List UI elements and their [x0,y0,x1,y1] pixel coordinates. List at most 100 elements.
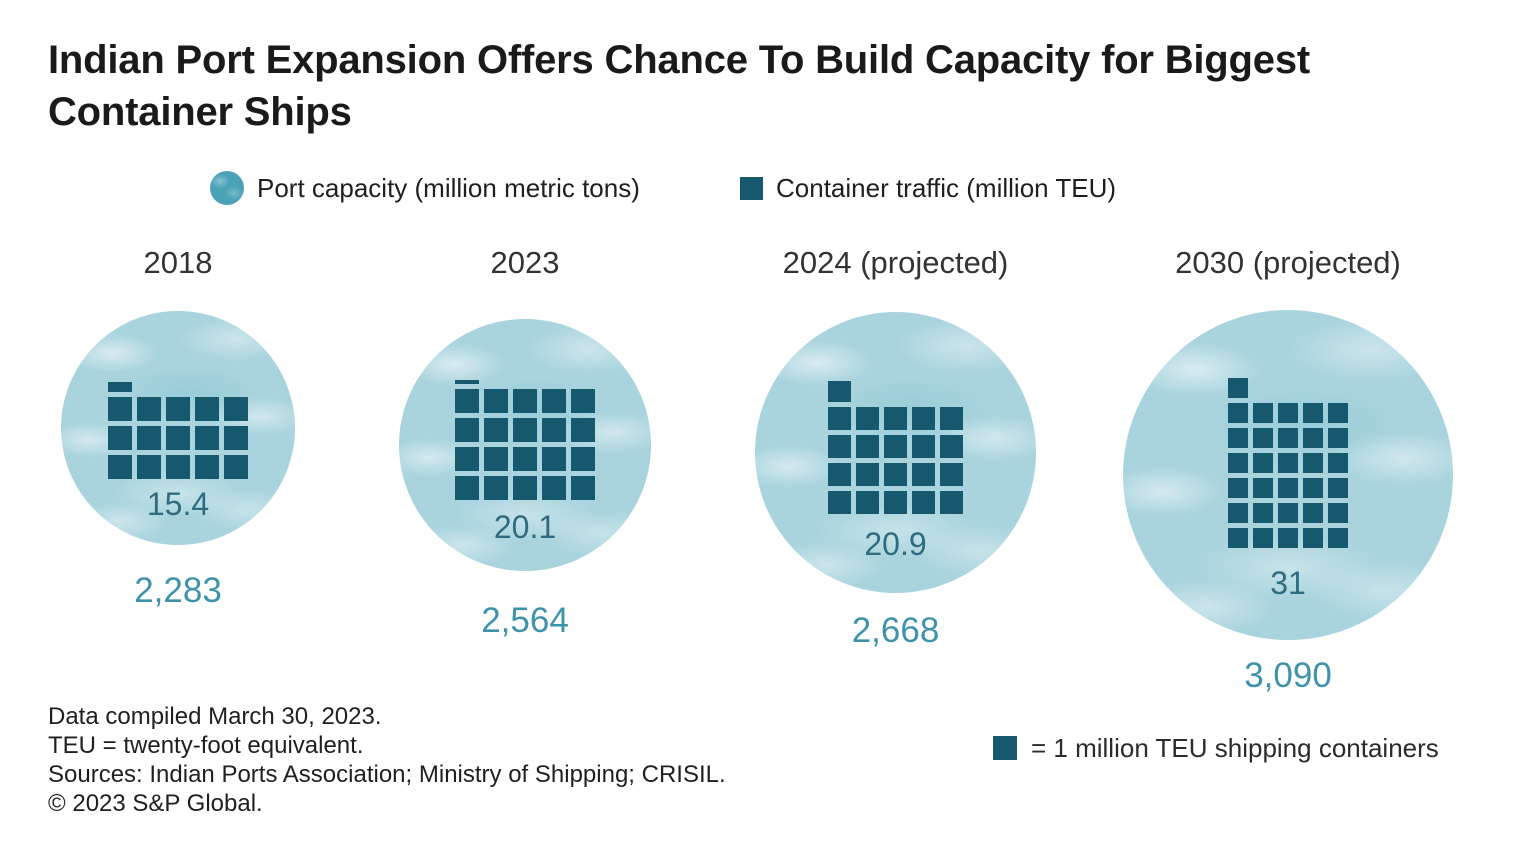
teu-unit-square [884,463,907,486]
legend-item-port-capacity: Port capacity (million metric tons) [210,170,640,206]
container-traffic-grid [108,368,248,479]
container-traffic-swatch-icon [740,176,763,200]
container-traffic-value: 20.1 [493,509,557,545]
teu-unit-square [856,491,879,514]
teu-unit-square [828,381,851,402]
container-traffic-value: 15.4 [146,486,210,522]
container-traffic-grid [455,360,595,500]
teu-unit-square [1228,403,1248,423]
port-capacity-bubble: 20.9 [755,312,1036,593]
teu-unit-square [1228,478,1248,498]
teu-unit-square [1303,428,1323,448]
teu-unit-square [195,455,219,479]
teu-unit-square [455,476,479,500]
teu-unit-square [1278,478,1298,498]
teu-unit-square [940,463,963,486]
teu-unit-square [1303,528,1323,548]
teu-unit-square [224,455,248,479]
port-capacity-value: 2,283 [134,571,222,610]
note-data-compiled: Data compiled March 30, 2023. [48,703,382,730]
container-traffic-value: 31 [1270,565,1306,601]
year-group-2023: 2023 20.1 2,564 [399,245,651,705]
year-group-2018: 2018 15.4 2,283 [61,245,295,705]
teu-unit-square [1278,403,1298,423]
teu-unit-square [137,397,161,421]
teu-unit-square [484,476,508,500]
teu-unit-square [912,463,935,486]
teu-unit-square [108,382,132,392]
unit-square-icon [993,736,1017,760]
teu-unit-square [1228,528,1248,548]
container-traffic-value: 20.9 [864,526,927,562]
year-group-2030-projected: 2030 (projected) 31 3,090 [1123,245,1453,705]
teu-unit-square [542,476,566,500]
teu-unit-square [571,447,595,471]
container-traffic-grid [1228,378,1348,548]
teu-unit-square [1253,528,1273,548]
teu-unit-square [1228,378,1248,398]
teu-unit-square [571,476,595,500]
teu-unit-square [856,435,879,458]
teu-unit-square [513,476,537,500]
note-teu-definition: TEU = twenty-foot equivalent. [48,732,364,759]
teu-unit-square [1303,453,1323,473]
teu-unit-square [484,389,508,413]
teu-unit-square [1228,503,1248,523]
teu-unit-square [912,435,935,458]
teu-unit-square [1328,428,1348,448]
teu-unit-square [856,463,879,486]
teu-unit-square [1303,503,1323,523]
teu-unit-square [1303,403,1323,423]
source-notes: Data compiled March 30, 2023. TEU = twen… [48,702,726,818]
teu-unit-square [195,397,219,421]
year-label: 2030 (projected) [1175,245,1401,280]
teu-unit-square [1253,403,1273,423]
teu-unit-square [828,491,851,514]
unit-square-label: = 1 million TEU shipping containers [1031,733,1439,763]
chart-title: Indian Port Expansion Offers Chance To B… [48,38,1310,134]
teu-unit-square [856,407,879,430]
teu-unit-square [828,435,851,458]
teu-unit-square [166,397,190,421]
legend-label-container-traffic: Container traffic (million TEU) [776,173,1117,203]
teu-unit-square [166,426,190,450]
teu-unit-square [1228,453,1248,473]
teu-unit-square [513,389,537,413]
teu-unit-square [455,418,479,442]
teu-unit-square [571,418,595,442]
teu-unit-square [484,418,508,442]
teu-unit-square [1328,528,1348,548]
teu-unit-square [166,455,190,479]
teu-unit-square [884,435,907,458]
teu-unit-square [912,407,935,430]
teu-unit-square [513,447,537,471]
teu-unit-square [484,447,508,471]
teu-unit-square [513,418,537,442]
teu-unit-square [224,397,248,421]
teu-unit-square [224,426,248,450]
year-label: 2018 [143,245,213,280]
year-label: 2024 (projected) [782,245,1009,280]
container-traffic-grid [828,379,963,514]
teu-unit-square [912,491,935,514]
teu-unit-square [1228,428,1248,448]
legend-item-container-traffic: Container traffic (million TEU) [740,170,1116,206]
teu-unit-square [1303,478,1323,498]
teu-unit-square [1278,503,1298,523]
port-capacity-bubble: 31 [1123,310,1453,640]
teu-unit-square [137,426,161,450]
teu-unit-square [542,389,566,413]
teu-unit-square [1278,528,1298,548]
teu-unit-square [108,397,132,421]
teu-unit-square [108,426,132,450]
teu-unit-square [571,389,595,413]
teu-unit-square [1278,428,1298,448]
unit-square-note: = 1 million TEU shipping containers [993,732,1439,764]
teu-unit-square [542,447,566,471]
teu-unit-square [1278,453,1298,473]
teu-unit-square [1253,428,1273,448]
port-capacity-value: 2,668 [851,611,940,650]
port-capacity-value: 2,564 [481,601,569,640]
port-capacity-bubble: 15.4 [61,311,295,545]
teu-unit-square [1328,503,1348,523]
